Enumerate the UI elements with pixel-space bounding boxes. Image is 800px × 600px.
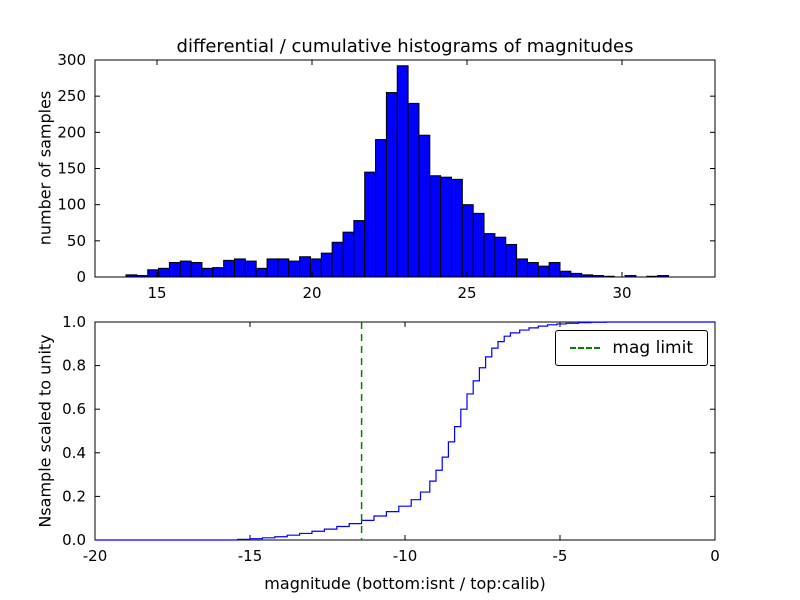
chart-title: differential / cumulative histograms of … xyxy=(176,36,634,57)
histogram-bar xyxy=(342,231,355,278)
x-tick-label: 30 xyxy=(612,284,631,302)
histogram-bar xyxy=(255,267,268,278)
histogram-bar xyxy=(375,139,387,278)
x-tick-label: 15 xyxy=(147,284,166,302)
histogram-bar xyxy=(537,265,550,278)
histogram-bar xyxy=(234,258,246,278)
y-tick-label: 250 xyxy=(57,87,86,105)
histogram-bar xyxy=(385,92,398,278)
histogram-bar xyxy=(451,178,463,278)
bottom-subplot: -20 -15 -10 -5 0 0.0 0.2 0.4 0.6 0.8 1.0 xyxy=(62,313,720,565)
histogram-bar xyxy=(299,256,311,278)
histogram-bar xyxy=(158,267,170,278)
histogram-bar xyxy=(494,236,507,278)
histogram-bar xyxy=(396,65,409,278)
histogram-bar xyxy=(548,262,561,278)
histogram-bar xyxy=(212,267,225,278)
histogram-bar xyxy=(179,260,192,278)
legend-label: mag limit xyxy=(612,338,693,358)
histogram-bar xyxy=(223,259,235,278)
x-tick-label: -5 xyxy=(553,547,568,565)
histogram-bar xyxy=(244,260,257,278)
x-tick-label: -15 xyxy=(238,547,263,565)
x-tick-label: -20 xyxy=(83,547,108,565)
histogram-bar xyxy=(407,102,420,278)
y-tick-label: 0.8 xyxy=(62,357,86,375)
y-tick-label: 0.4 xyxy=(62,444,86,462)
histogram-bar xyxy=(570,272,583,278)
histogram-bar xyxy=(190,262,203,278)
top-y-axis-label: number of samples xyxy=(35,90,55,246)
y-tick-label: 50 xyxy=(67,232,86,250)
y-tick-label: 100 xyxy=(57,196,86,214)
y-tick-label: 200 xyxy=(57,123,86,141)
histogram-bar xyxy=(505,243,518,278)
histogram-bar xyxy=(168,262,181,278)
histogram-bar xyxy=(559,270,572,278)
histogram-bar xyxy=(364,171,377,278)
y-tick-label: 0.0 xyxy=(62,531,86,549)
y-tick-label: 1.0 xyxy=(62,313,86,331)
histogram-bar xyxy=(483,233,496,278)
y-tick-label: 150 xyxy=(57,160,86,178)
histogram-bar xyxy=(320,252,333,278)
x-tick-label: 0 xyxy=(710,547,720,565)
y-tick-label: 300 xyxy=(57,51,86,69)
histogram-bar xyxy=(277,258,290,278)
bottom-x-axis-label: magnitude (bottom:isnt / top:calib) xyxy=(264,574,546,593)
histogram-bar xyxy=(429,175,442,278)
histogram-bar xyxy=(201,267,214,278)
x-tick-label: 25 xyxy=(457,284,476,302)
x-tick-label: 20 xyxy=(302,284,321,302)
histogram-bar xyxy=(288,260,301,278)
histogram-bar xyxy=(516,258,528,278)
dashed-line-sample xyxy=(570,347,601,349)
histogram-bar xyxy=(461,204,474,278)
histogram-bar xyxy=(526,262,539,278)
histogram-bar xyxy=(440,176,452,278)
y-tick-label: 0 xyxy=(76,268,86,286)
histogram-bar xyxy=(472,212,485,278)
y-tick-label: 0.6 xyxy=(62,400,86,418)
bottom-y-axis-label: Nsample scaled to unity xyxy=(35,334,55,528)
histogram-bar xyxy=(353,220,366,278)
histogram-bar xyxy=(331,241,344,278)
cumulative-line xyxy=(95,321,715,541)
histogram-bar xyxy=(418,134,431,278)
histogram-bar xyxy=(266,258,279,278)
y-tick-label: 0.2 xyxy=(62,487,86,505)
x-tick-label: -10 xyxy=(393,547,418,565)
legend[interactable]: mag limit xyxy=(555,330,708,366)
